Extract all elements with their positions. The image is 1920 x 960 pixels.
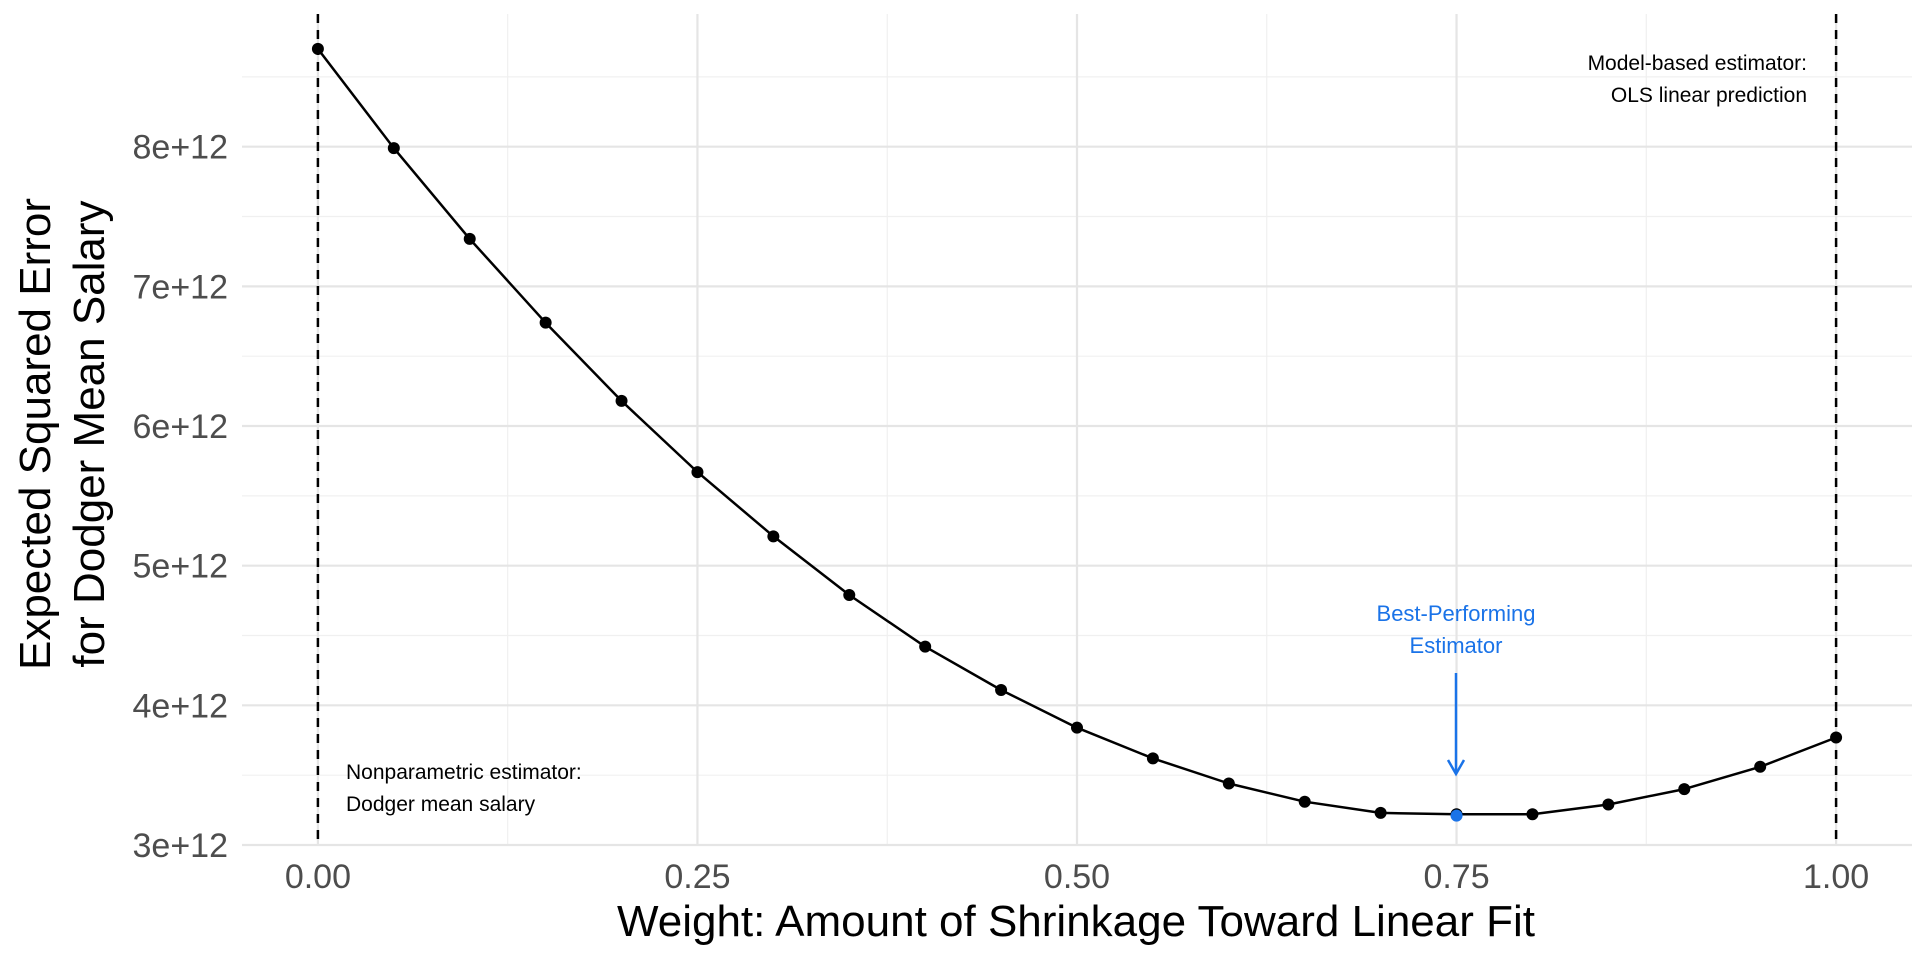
major-grid bbox=[242, 14, 1912, 847]
annotations: Model-based estimator: OLS linear predic… bbox=[346, 52, 1807, 816]
data-point bbox=[1146, 752, 1159, 765]
data-points bbox=[311, 42, 1843, 822]
y-axis-title-line2: for Dodger Mean Salary bbox=[65, 200, 114, 667]
data-point bbox=[1071, 721, 1083, 734]
data-point bbox=[767, 530, 780, 543]
y-tick-label: 7e+12 bbox=[133, 268, 229, 306]
data-point bbox=[1830, 731, 1843, 744]
x-tick-label: 0.00 bbox=[285, 858, 351, 896]
y-tick-label: 5e+12 bbox=[133, 548, 229, 586]
y-tick-label: 6e+12 bbox=[133, 408, 229, 446]
data-point bbox=[463, 232, 476, 245]
data-point bbox=[615, 394, 628, 407]
data-point bbox=[1678, 783, 1691, 796]
data-point bbox=[1754, 760, 1767, 773]
data-point bbox=[1298, 795, 1311, 808]
annotation-best-line1: Best-Performing bbox=[1377, 601, 1536, 626]
data-point bbox=[995, 683, 1008, 696]
data-point bbox=[1222, 777, 1235, 790]
y-tick-label: 4e+12 bbox=[133, 687, 229, 725]
reference-lines bbox=[316, 14, 1838, 845]
x-tick-label: 0.25 bbox=[664, 858, 730, 896]
data-point bbox=[1374, 806, 1387, 819]
data-point bbox=[1526, 808, 1539, 821]
x-tick-label: 0.50 bbox=[1044, 858, 1110, 896]
y-tick-labels: 3e+12 4e+12 5e+12 6e+12 7e+12 8e+12 bbox=[133, 129, 229, 865]
x-axis-title: Weight: Amount of Shrinkage Toward Linea… bbox=[617, 897, 1535, 946]
annotation-best-line2: Estimator bbox=[1410, 633, 1503, 658]
x-tick-labels: 0.00 0.25 0.50 0.75 1.00 bbox=[285, 858, 1869, 896]
annotation-nonparametric-line2: Dodger mean salary bbox=[346, 793, 536, 816]
annotation-nonparametric-line1: Nonparametric estimator: bbox=[346, 761, 582, 784]
data-point bbox=[387, 142, 400, 155]
best-arrow-head bbox=[1446, 759, 1466, 777]
data-point bbox=[691, 466, 704, 479]
highlight-point bbox=[1450, 809, 1463, 822]
data-point bbox=[919, 640, 932, 653]
x-tick-label: 1.00 bbox=[1803, 858, 1869, 896]
y-tick-label: 3e+12 bbox=[133, 827, 229, 865]
data-point bbox=[311, 42, 324, 55]
y-axis-title-line1: Expected Squared Error bbox=[11, 198, 60, 670]
data-point bbox=[539, 316, 552, 329]
x-tick-label: 0.75 bbox=[1423, 858, 1489, 896]
y-tick-label: 8e+12 bbox=[133, 129, 229, 167]
annotation-model-based-line1: Model-based estimator: bbox=[1588, 52, 1807, 75]
data-point bbox=[843, 589, 856, 602]
data-point bbox=[1602, 798, 1615, 811]
annotation-model-based-line2: OLS linear prediction bbox=[1611, 84, 1807, 107]
